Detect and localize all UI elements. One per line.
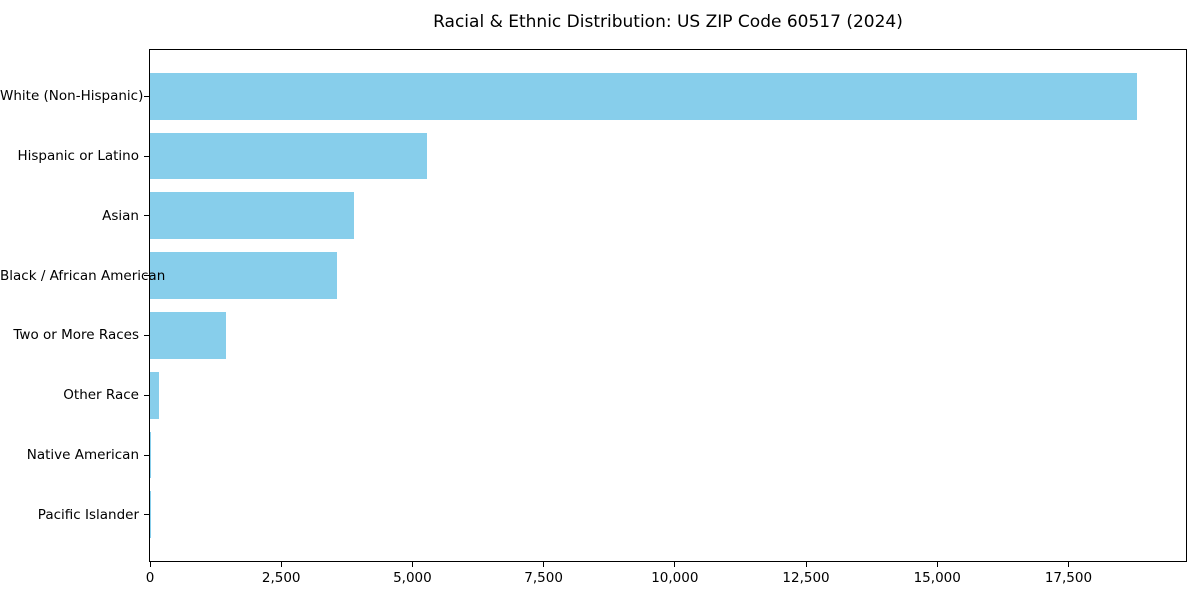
bar <box>150 72 1137 120</box>
y-tick-mark <box>144 514 149 516</box>
x-tick-label: 10,000 <box>651 570 699 586</box>
bar <box>150 192 355 240</box>
x-tick-mark <box>280 562 282 567</box>
x-tick-mark <box>411 562 413 567</box>
x-tick-mark <box>543 562 545 567</box>
x-tick-mark <box>805 562 807 567</box>
x-tick-mark <box>1067 562 1069 567</box>
bar <box>150 252 338 299</box>
bar <box>150 431 151 479</box>
bar <box>150 312 227 359</box>
y-tick-label: Native American <box>26 447 139 463</box>
plot-area <box>149 49 1187 562</box>
y-tick-mark <box>144 155 149 157</box>
bar <box>150 371 159 419</box>
x-tick-label: 12,500 <box>782 570 830 586</box>
x-tick-label: 0 <box>145 570 155 586</box>
y-tick-mark <box>144 454 149 456</box>
y-tick-label: Hispanic or Latino <box>17 148 139 164</box>
x-tick-mark <box>936 562 938 567</box>
x-tick-mark <box>674 562 676 567</box>
x-tick-label: 17,500 <box>1044 570 1093 586</box>
y-tick-mark <box>144 215 149 217</box>
x-tick-label: 2,500 <box>261 570 301 586</box>
y-tick-label: Asian <box>102 207 139 224</box>
y-tick-mark <box>144 394 149 396</box>
y-tick-label: Two or More Races <box>13 327 139 344</box>
bar <box>150 132 427 180</box>
chart-title: Racial & Ethnic Distribution: US ZIP Cod… <box>433 12 903 32</box>
x-tick-label: 5,000 <box>393 570 432 586</box>
y-tick-mark <box>144 275 149 277</box>
y-tick-mark <box>144 334 149 336</box>
y-tick-mark <box>144 95 149 97</box>
y-tick-label: Pacific Islander <box>37 506 139 523</box>
y-tick-label: Other Race <box>63 387 139 404</box>
x-tick-label: 15,000 <box>913 570 961 586</box>
x-tick-mark <box>149 562 151 567</box>
x-tick-label: 7,500 <box>524 570 563 586</box>
y-tick-label: White (Non-Hispanic) <box>0 88 144 105</box>
y-tick-label: Black / African American <box>0 267 166 284</box>
